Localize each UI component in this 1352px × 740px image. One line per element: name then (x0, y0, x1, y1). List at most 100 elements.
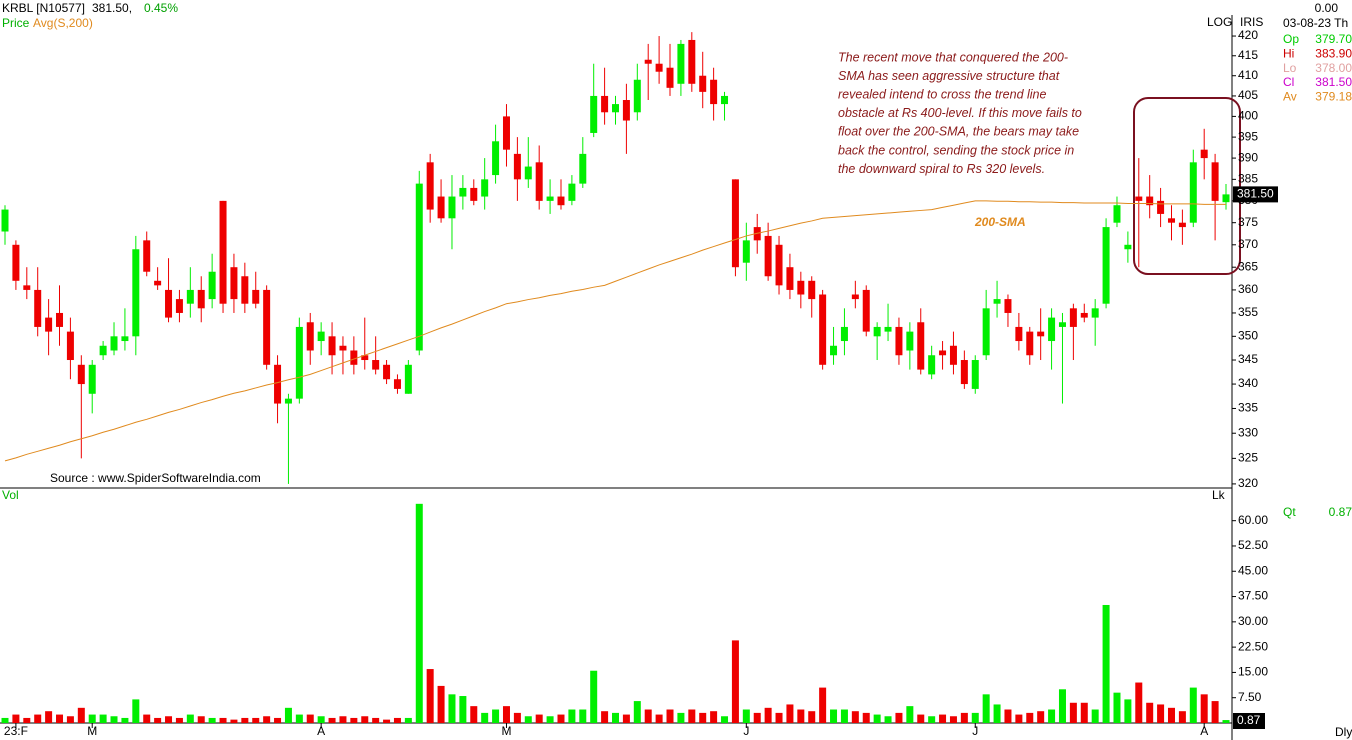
volume-bar (132, 699, 140, 723)
volume-bar (372, 717, 380, 723)
volume-bar (612, 712, 619, 723)
volume-bar (306, 714, 314, 723)
candle-body (1124, 244, 1132, 250)
y-tick-label: 360 (1238, 282, 1258, 296)
candle-body (230, 267, 238, 300)
volume-bar (252, 717, 260, 723)
x-tick-label: A (317, 724, 325, 738)
annotation-line: revealed intend to cross the trend line (838, 87, 1047, 101)
candle-body (1102, 227, 1110, 304)
candle-body (1026, 331, 1034, 356)
y-tick-label: 375 (1238, 215, 1258, 229)
x-tick-label: J (743, 724, 749, 738)
volume-bar (622, 714, 630, 723)
volume-bar (393, 717, 401, 723)
candle-body (622, 100, 630, 121)
candle-body (165, 289, 173, 318)
volume-bar (470, 706, 478, 723)
candle-body (797, 280, 805, 295)
volume-bar (1135, 682, 1143, 723)
volume-bar (513, 712, 521, 723)
y-tick-label: 420 (1238, 28, 1258, 42)
candle-body (601, 95, 609, 113)
panel-date: 03-08-23 Th (1283, 16, 1348, 30)
volume-bar (895, 712, 903, 723)
candle-body (884, 326, 892, 332)
volume-bar (1091, 709, 1099, 723)
x-tick-label: 23:F (4, 724, 28, 738)
candle-body (612, 104, 619, 113)
candle-body (557, 196, 565, 206)
volume-bar (557, 714, 565, 723)
volume-bar (121, 717, 129, 723)
candle-body (448, 196, 456, 219)
candle-body (154, 280, 162, 286)
volume-bar (350, 717, 358, 723)
panel-label: Av (1283, 89, 1297, 103)
volume-bar (1124, 699, 1132, 723)
y-tick-label: 410 (1238, 68, 1258, 82)
volume-bar (1222, 720, 1230, 723)
volume-bar (1, 717, 9, 723)
candle-body (470, 187, 478, 201)
candle-body (492, 141, 500, 176)
volume-bar (1167, 707, 1175, 723)
volume-bar (840, 709, 848, 723)
sma-line (4, 200, 1226, 462)
volume-bar (884, 716, 892, 723)
volume-bar (197, 716, 205, 723)
panel-label: Cl (1283, 75, 1294, 89)
volume-bar (1178, 711, 1186, 723)
annotation-line: back the control, sending the stock pric… (838, 143, 1074, 157)
candle-body (1091, 308, 1099, 318)
volume-bar (437, 685, 445, 723)
y-tick-label: 345 (1238, 352, 1258, 366)
y-tick-label: 395 (1238, 129, 1258, 143)
volume-bar (579, 709, 587, 723)
candle-body (971, 360, 979, 389)
candle-body (579, 153, 587, 184)
candle-body (361, 355, 369, 361)
volume-bar (982, 694, 990, 723)
y-tick-label: 7.50 (1238, 690, 1262, 704)
volume-bar (45, 711, 53, 723)
candle-body (524, 166, 532, 180)
y-tick-label: 400 (1238, 109, 1258, 123)
candle-body (808, 280, 816, 300)
candle-body (546, 196, 554, 201)
volume-bar (688, 709, 696, 723)
y-tick-label: 355 (1238, 305, 1258, 319)
volume-bar (535, 714, 543, 723)
volume-bar (1157, 704, 1165, 723)
volume-bar (165, 716, 173, 723)
volume-bar (1048, 709, 1056, 723)
volume-bar (186, 714, 194, 723)
candle-body (132, 249, 140, 337)
candle-body (1146, 196, 1154, 206)
candle-body (1, 209, 9, 232)
volume-bar (404, 717, 412, 723)
candle-body (840, 326, 848, 342)
x-tick-label: M (501, 724, 511, 738)
volume-bar (873, 714, 881, 723)
candle-body (317, 331, 325, 342)
volume-bar (742, 709, 750, 723)
y-tick-label: 365 (1238, 259, 1258, 273)
candle-body (481, 179, 489, 197)
candle-body (731, 179, 739, 268)
candle-body (350, 350, 358, 365)
volume-bar (775, 712, 783, 723)
volume-bar (906, 706, 914, 723)
volume-bar (666, 709, 674, 723)
volume-bar (862, 712, 870, 723)
legend-sma: Avg(S,200) (33, 16, 93, 30)
x-tick-label: A (1200, 724, 1208, 738)
volume-bar (971, 712, 979, 723)
candle-body (699, 75, 707, 92)
candle-body (186, 289, 194, 304)
candle-body (851, 294, 859, 300)
candle-body (677, 43, 685, 84)
panel-label: Lo (1283, 61, 1297, 75)
volume-bar (339, 716, 347, 723)
candle-body (34, 289, 42, 327)
